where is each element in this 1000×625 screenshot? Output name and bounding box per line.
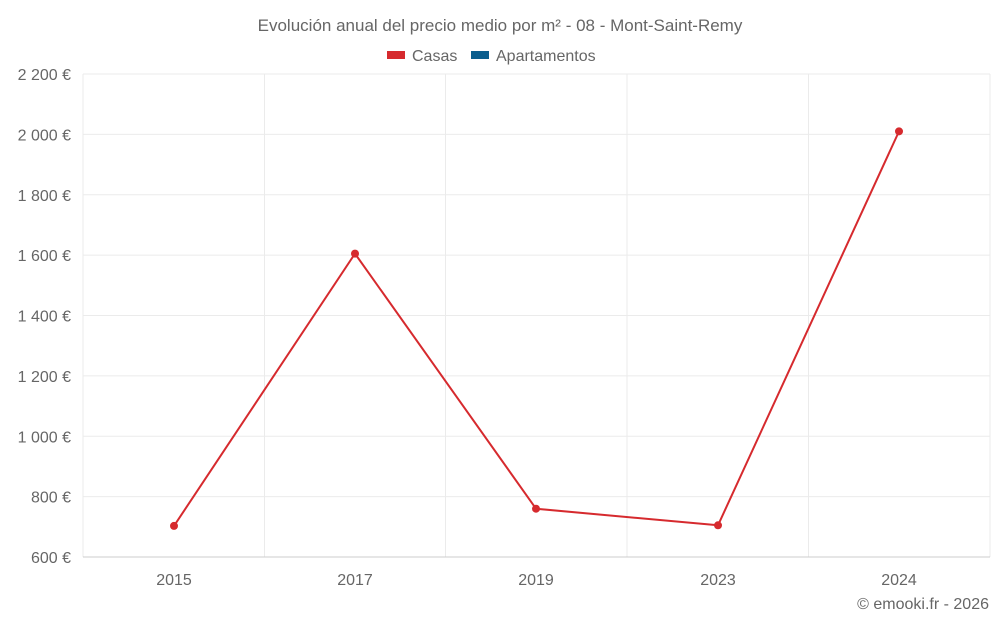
legend-swatch-casas: [387, 51, 405, 59]
y-tick-label: 600 €: [31, 550, 71, 567]
y-tick-label: 1 800 €: [18, 188, 71, 205]
y-tick-label: 2 200 €: [18, 67, 71, 84]
grid: [82, 73, 991, 557]
x-tick-label: 2019: [518, 572, 554, 589]
y-tick-label: 1 000 €: [18, 429, 71, 446]
series: [170, 127, 903, 530]
legend-item-apartamentos[interactable]: Apartamentos: [471, 48, 596, 65]
legend-item-casas[interactable]: Casas: [387, 48, 457, 65]
chart-title: Evolución anual del precio medio por m² …: [258, 16, 743, 35]
legend-label-casas: Casas: [412, 48, 457, 65]
y-tick-label: 1 400 €: [18, 309, 71, 326]
y-tick-label: 2 000 €: [18, 127, 71, 144]
data-point-casas-2023[interactable]: [714, 521, 722, 530]
x-tick-label: 2015: [156, 572, 192, 589]
data-point-casas-2019[interactable]: [532, 504, 540, 513]
data-point-casas-2017[interactable]: [351, 249, 359, 258]
x-tick-label: 2017: [337, 572, 373, 589]
legend-label-apartamentos: Apartamentos: [496, 48, 596, 65]
axes: 600 € 800 € 1 000 € 1 200 € 1 400 € 1 600 € 1 …: [18, 67, 990, 589]
y-tick-label: 1 200 €: [18, 369, 71, 386]
legend: Casas Apartamentos: [387, 48, 596, 65]
data-point-casas-2015[interactable]: [170, 521, 178, 530]
legend-swatch-apartamentos: [471, 51, 489, 59]
x-tick-label: 2023: [700, 572, 736, 589]
x-tick-label: 2024: [881, 572, 917, 589]
series-line-casas: [173, 130, 900, 527]
credit-text: © emooki.fr - 2026: [857, 596, 989, 613]
y-tick-label: 800 €: [31, 490, 71, 507]
y-tick-label: 1 600 €: [18, 248, 71, 265]
data-point-casas-2024[interactable]: [895, 127, 903, 136]
